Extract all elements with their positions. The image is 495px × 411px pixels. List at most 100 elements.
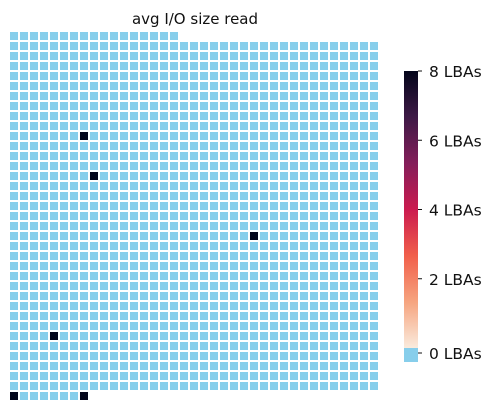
heatmap-cell — [120, 112, 128, 120]
heatmap-cell — [90, 62, 98, 70]
heatmap-cell — [340, 212, 348, 220]
heatmap-cell — [190, 362, 198, 370]
heatmap-cell — [300, 332, 308, 340]
heatmap-cell — [20, 252, 28, 260]
heatmap-cell — [150, 52, 158, 60]
heatmap-cell — [360, 152, 368, 160]
heatmap-cell — [350, 82, 358, 90]
heatmap-cell — [80, 122, 88, 130]
heatmap-cell — [200, 232, 208, 240]
heatmap-cell — [60, 132, 68, 140]
colorbar-tick-label: 8 LBAs — [429, 63, 482, 81]
heatmap-cell — [150, 72, 158, 80]
heatmap-cell — [130, 372, 138, 380]
heatmap-cell — [200, 192, 208, 200]
heatmap-cell — [170, 112, 178, 120]
heatmap-cell — [10, 112, 18, 120]
heatmap-cell — [280, 162, 288, 170]
heatmap-cell — [80, 142, 88, 150]
heatmap-cell — [310, 212, 318, 220]
heatmap-cell — [360, 92, 368, 100]
heatmap-cell — [350, 102, 358, 110]
heatmap-cell — [230, 242, 238, 250]
heatmap-cell — [250, 322, 258, 330]
heatmap-cell — [80, 292, 88, 300]
heatmap-cell — [350, 222, 358, 230]
heatmap-cell — [230, 352, 238, 360]
heatmap-cell — [120, 362, 128, 370]
heatmap-cell — [70, 252, 78, 260]
heatmap-cell — [180, 322, 188, 330]
heatmap-cell — [190, 192, 198, 200]
heatmap-cell — [170, 92, 178, 100]
heatmap-cell — [360, 182, 368, 190]
heatmap-cell — [50, 352, 58, 360]
heatmap-cell — [10, 372, 18, 380]
heatmap-cell — [180, 62, 188, 70]
heatmap-cell — [270, 232, 278, 240]
heatmap-cell — [60, 332, 68, 340]
heatmap-cell — [100, 42, 108, 50]
heatmap-cell — [10, 142, 18, 150]
heatmap-cell — [230, 162, 238, 170]
heatmap-cell — [130, 62, 138, 70]
heatmap-cell — [170, 362, 178, 370]
heatmap-cell — [30, 372, 38, 380]
heatmap-cell — [120, 382, 128, 390]
heatmap-cell — [50, 132, 58, 140]
heatmap-cell — [160, 142, 168, 150]
heatmap-cell — [110, 322, 118, 330]
heatmap-cell — [230, 212, 238, 220]
heatmap-cell — [30, 212, 38, 220]
heatmap-cell — [20, 72, 28, 80]
heatmap-cell — [120, 202, 128, 210]
heatmap-cell — [60, 102, 68, 110]
heatmap-cell — [270, 262, 278, 270]
heatmap-cell — [220, 172, 228, 180]
heatmap-cell — [210, 212, 218, 220]
heatmap-cell — [30, 42, 38, 50]
heatmap-cell — [30, 162, 38, 170]
heatmap-cell — [370, 152, 378, 160]
heatmap-cell — [230, 382, 238, 390]
heatmap-cell — [370, 142, 378, 150]
heatmap-cell — [60, 352, 68, 360]
heatmap-cell — [110, 182, 118, 190]
heatmap-cell — [320, 172, 328, 180]
heatmap-cell — [240, 332, 248, 340]
heatmap-cell — [250, 62, 258, 70]
heatmap-cell — [310, 262, 318, 270]
heatmap-cell — [260, 122, 268, 130]
heatmap-cell — [10, 262, 18, 270]
colorbar: 0 LBAs 2 LBAs 4 LBAs 6 LBAs 8 LBAs — [404, 63, 482, 363]
heatmap-cell — [10, 172, 18, 180]
heatmap-cell — [240, 152, 248, 160]
heatmap-cell — [150, 192, 158, 200]
heatmap-cell — [300, 92, 308, 100]
heatmap-cell — [300, 52, 308, 60]
heatmap-cell — [50, 232, 58, 240]
heatmap-cell — [140, 192, 148, 200]
heatmap-cell — [110, 152, 118, 160]
heatmap-cell — [110, 262, 118, 270]
heatmap-cell — [240, 132, 248, 140]
heatmap-cell — [20, 192, 28, 200]
heatmap-cell — [60, 112, 68, 120]
heatmap-cell — [320, 282, 328, 290]
heatmap-cell — [90, 352, 98, 360]
heatmap-cell — [320, 252, 328, 260]
heatmap-cell — [60, 182, 68, 190]
heatmap-cell — [310, 352, 318, 360]
heatmap-cell — [350, 202, 358, 210]
heatmap-cell — [180, 362, 188, 370]
heatmap-cell — [110, 342, 118, 350]
heatmap-cell — [230, 362, 238, 370]
heatmap-cell — [90, 142, 98, 150]
heatmap-cell — [120, 372, 128, 380]
heatmap-cell — [180, 52, 188, 60]
heatmap-cell — [340, 282, 348, 290]
heatmap-cell — [60, 262, 68, 270]
heatmap-cell — [160, 272, 168, 280]
heatmap-cell — [130, 332, 138, 340]
heatmap-cell — [370, 182, 378, 190]
